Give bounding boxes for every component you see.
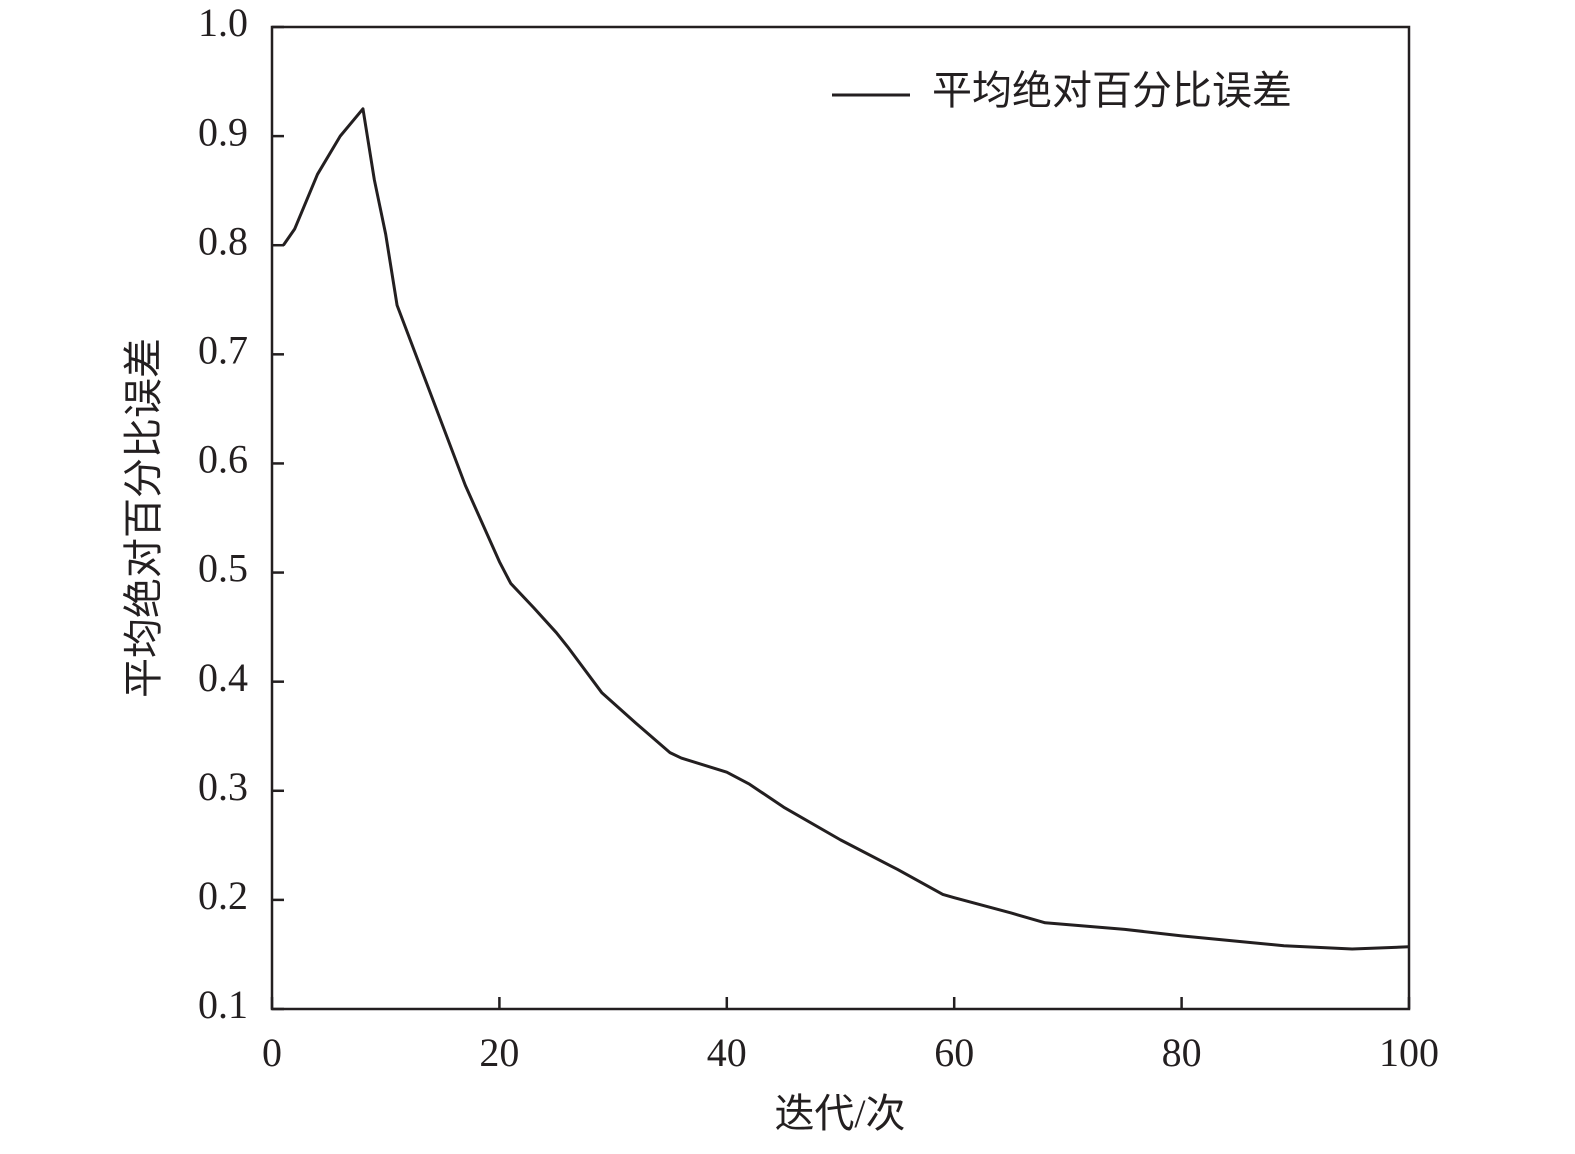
- x-axis-label: 迭代/次: [774, 1091, 905, 1136]
- x-tick-label: 20: [479, 1030, 519, 1075]
- y-tick-label: 0.1: [198, 982, 248, 1027]
- y-tick-label: 0.8: [198, 218, 248, 263]
- x-tick-label: 0: [262, 1030, 282, 1075]
- plot-frame: [270, 25, 1411, 1011]
- y-tick-label: 0.2: [198, 873, 248, 918]
- y-tick-label: 0.6: [198, 437, 248, 482]
- x-tick-label: 60: [934, 1030, 974, 1075]
- x-tick-label: 100: [1379, 1030, 1439, 1075]
- y-tick-label: 1.0: [198, 0, 248, 45]
- x-tick-label: 40: [707, 1030, 747, 1075]
- y-tick-label: 0.5: [198, 546, 248, 591]
- y-tick-label: 0.4: [198, 655, 248, 700]
- y-tick-label: 0.9: [198, 109, 248, 154]
- y-tick-label: 0.7: [198, 328, 248, 373]
- y-axis-label: 平均绝对百分比误差: [121, 338, 166, 698]
- data-line: [282, 107, 1410, 951]
- y-tick-label: 0.3: [198, 764, 248, 809]
- x-tick-label: 80: [1162, 1030, 1202, 1075]
- legend-label: 平均绝对百分比误差: [932, 68, 1292, 113]
